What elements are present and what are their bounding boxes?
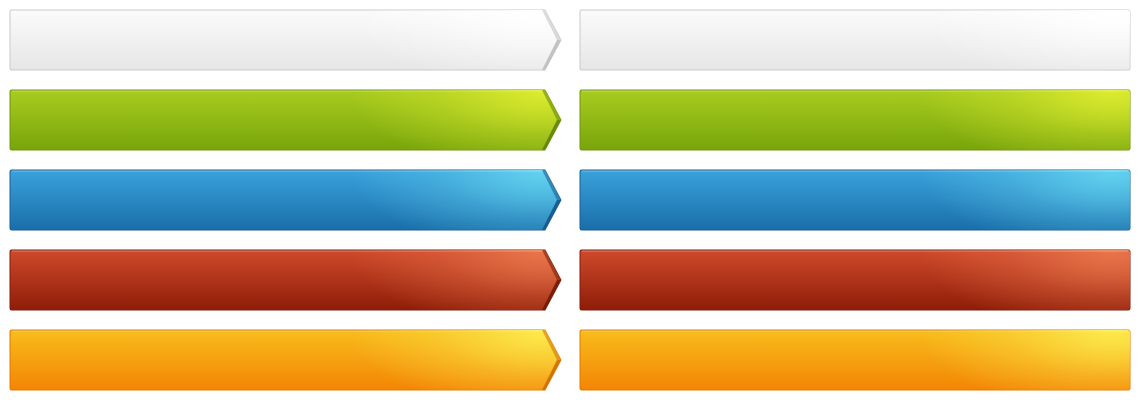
banner-gloss xyxy=(10,10,561,70)
banner-gloss xyxy=(580,90,1130,150)
arrow-banner-green-shape xyxy=(9,89,562,151)
banner-gloss xyxy=(10,170,561,230)
arrow-banner-orange-shape xyxy=(9,329,562,391)
arrow-tip-fold-top xyxy=(542,170,561,200)
rect-banner-blue xyxy=(579,169,1131,231)
rect-banner-red-shape xyxy=(579,249,1131,311)
arrow-tip-fold xyxy=(542,120,561,150)
arrow-tip-fold-top xyxy=(542,330,561,360)
banner-gloss xyxy=(580,170,1130,230)
rect-banner-green-shape xyxy=(579,89,1131,151)
arrow-tip-fold xyxy=(542,200,561,230)
arrow-tip-fold xyxy=(542,40,561,70)
rect-banner-orange xyxy=(579,329,1131,391)
banner-gloss xyxy=(580,10,1130,70)
arrow-tip-fold xyxy=(542,360,561,390)
arrow-tip-fold-top xyxy=(542,90,561,120)
arrow-banner-blue-shape xyxy=(9,169,562,231)
arrow-tip-fold xyxy=(542,280,561,310)
arrow-banner-red xyxy=(9,249,563,311)
arrow-tip-fold-top xyxy=(542,250,561,280)
arrow-banner-orange xyxy=(9,329,563,391)
arrow-banner-gray xyxy=(9,9,563,71)
arrow-tip-fold-top xyxy=(542,10,561,40)
rect-banner-blue-shape xyxy=(579,169,1131,231)
arrow-banner-green xyxy=(9,89,563,151)
arrow-banner-red-shape xyxy=(9,249,562,311)
rect-banner-gray xyxy=(579,9,1131,71)
rect-banner-red xyxy=(579,249,1131,311)
banner-gloss xyxy=(10,330,561,390)
banner-gloss xyxy=(580,330,1130,390)
rect-banner-gray-shape xyxy=(579,9,1131,71)
arrow-banner-gray-shape xyxy=(9,9,562,71)
rect-banner-green xyxy=(579,89,1131,151)
banner-gloss xyxy=(10,90,561,150)
banner-gloss xyxy=(580,250,1130,310)
arrow-banner-blue xyxy=(9,169,563,231)
banner-gloss xyxy=(10,250,561,310)
rect-banner-orange-shape xyxy=(579,329,1131,391)
